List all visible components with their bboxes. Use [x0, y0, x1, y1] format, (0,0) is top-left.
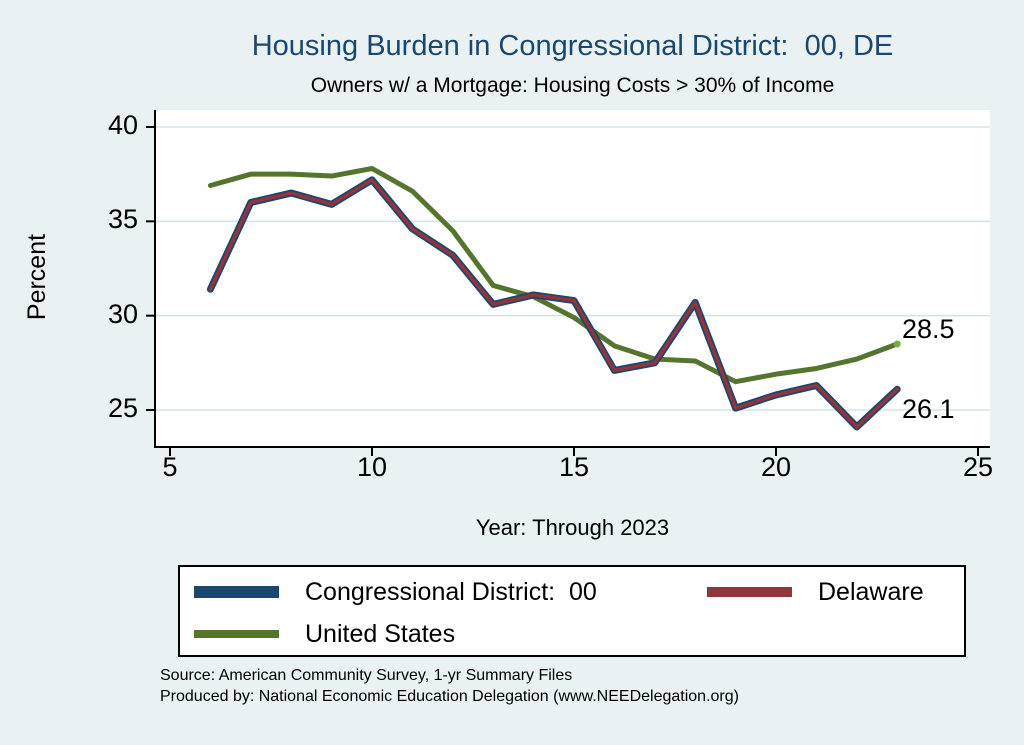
x-axis-tick-labels: 5 10 15 20 25 — [162, 452, 994, 482]
x-tick-label: 5 — [162, 452, 178, 482]
y-tick-label: 35 — [107, 204, 138, 235]
legend-label-district: Congressional District: 00 — [305, 577, 597, 606]
chart-title: Housing Burden in Congressional District… — [251, 30, 894, 62]
chart-subtitle: Owners w/ a Mortgage: Housing Costs > 30… — [310, 74, 835, 97]
x-axis-title: Year: Through 2023 — [475, 515, 670, 540]
end-label-district: 26.1 — [902, 394, 955, 424]
y-tick-label: 40 — [107, 109, 138, 140]
source-note: Source: American Community Survey, 1-yr … — [160, 667, 573, 684]
us-end-marker — [893, 340, 901, 348]
y-axis-tick-labels: 25 30 35 40 — [70, 0, 138, 500]
y-tick-label: 25 — [107, 393, 138, 423]
x-tick-label: 10 — [356, 452, 388, 482]
legend-swatch-state — [707, 587, 792, 597]
legend-label-state: Delaware — [818, 577, 924, 606]
footer-notes: Source: American Community Survey, 1-yr … — [160, 666, 1000, 708]
x-tick-label: 20 — [760, 452, 792, 482]
end-label-us: 28.5 — [902, 314, 955, 344]
legend-swatch-district — [194, 586, 279, 598]
legend: Congressional District: 00 Delaware Unit… — [178, 565, 966, 657]
legend-item-us: United States — [194, 619, 455, 649]
series-line-state — [208, 178, 899, 429]
legend-item-state: Delaware — [707, 577, 924, 607]
plot-area — [155, 110, 990, 447]
y-tick-label: 30 — [107, 298, 138, 329]
produced-by-note: Produced by: National Economic Education… — [160, 687, 739, 705]
x-tick-label: 25 — [962, 452, 994, 482]
x-tick-label: 15 — [558, 452, 590, 482]
legend-label-us: United States — [305, 619, 456, 648]
series-line-us — [207, 166, 900, 385]
legend-item-district: Congressional District: 00 — [194, 577, 597, 607]
legend-swatch-us — [194, 630, 279, 638]
